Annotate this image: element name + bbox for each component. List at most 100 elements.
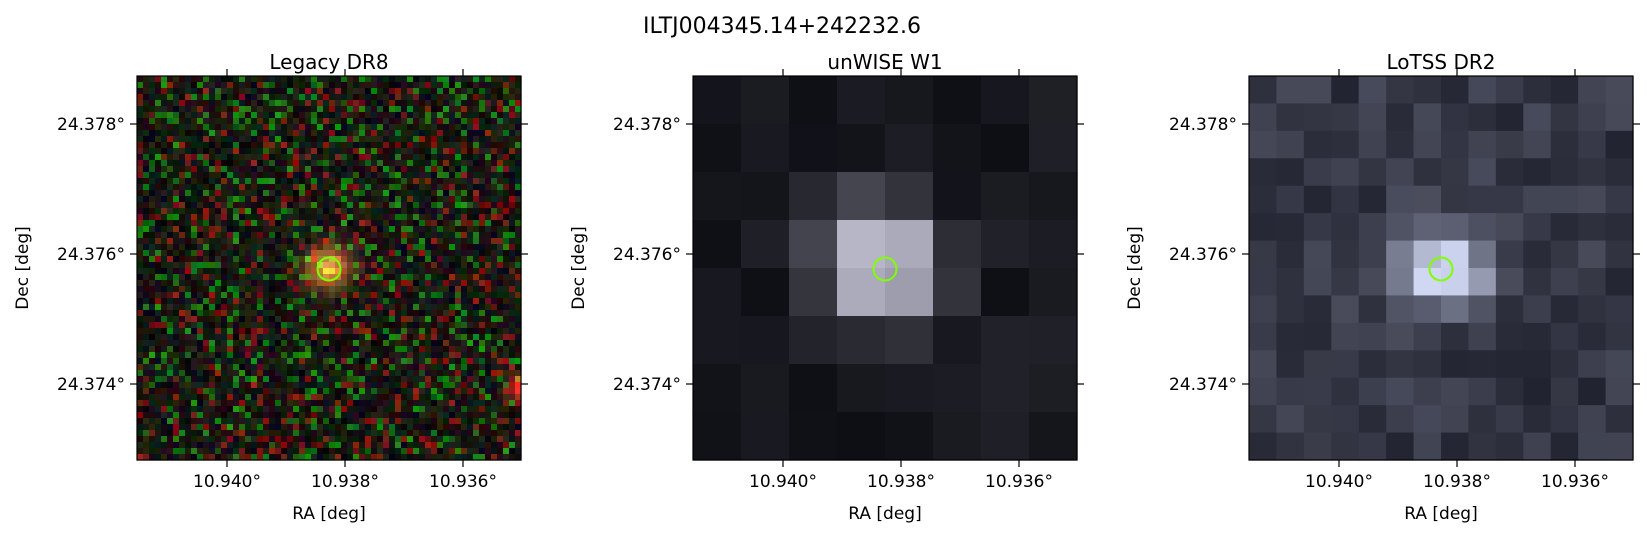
image-pixel <box>509 262 516 269</box>
image-pixel <box>167 130 174 137</box>
image-pixel <box>221 130 228 137</box>
image-pixel <box>215 130 222 137</box>
image-pixel <box>227 250 234 257</box>
image-pixel <box>413 118 420 125</box>
image-pixel <box>473 418 480 425</box>
image-pixel <box>221 238 228 245</box>
image-pixel <box>251 400 258 407</box>
image-pixel <box>1303 322 1332 351</box>
image-pixel <box>341 196 348 203</box>
image-pixel <box>485 220 492 227</box>
image-pixel <box>353 76 360 83</box>
image-pixel <box>485 100 492 107</box>
image-pixel <box>257 334 264 341</box>
image-pixel <box>335 154 342 161</box>
image-pixel <box>497 154 504 161</box>
image-pixel <box>161 208 168 215</box>
image-pixel <box>497 190 504 197</box>
image-pixel <box>455 160 462 167</box>
image-pixel <box>293 268 300 275</box>
image-pixel <box>227 334 234 341</box>
image-pixel <box>419 208 426 215</box>
image-pixel <box>741 316 790 365</box>
image-pixel <box>503 208 510 215</box>
image-pixel <box>275 274 282 281</box>
image-pixel <box>347 280 354 287</box>
image-pixel <box>137 364 144 371</box>
image-pixel <box>359 382 366 389</box>
image-pixel <box>185 448 192 455</box>
image-pixel <box>287 328 294 335</box>
image-pixel <box>311 226 318 233</box>
image-pixel <box>215 442 222 449</box>
image-pixel <box>359 82 366 89</box>
image-pixel <box>287 94 294 101</box>
image-pixel <box>1331 130 1360 159</box>
image-pixel <box>503 400 510 407</box>
image-pixel <box>245 436 252 443</box>
image-pixel <box>137 352 144 359</box>
image-pixel <box>203 436 210 443</box>
image-pixel <box>413 328 420 335</box>
image-pixel <box>485 112 492 119</box>
image-pixel <box>383 208 390 215</box>
image-pixel <box>509 340 516 347</box>
image-pixel <box>317 268 324 275</box>
image-pixel <box>233 208 240 215</box>
image-pixel <box>329 244 336 251</box>
image-pixel <box>1331 377 1360 406</box>
image-pixel <box>329 94 336 101</box>
image-pixel <box>317 82 324 89</box>
image-pixel <box>179 442 186 449</box>
image-pixel <box>449 334 456 341</box>
image-pixel <box>269 304 276 311</box>
image-pixel <box>347 148 354 155</box>
image-pixel <box>515 88 522 95</box>
image-pixel <box>377 190 384 197</box>
image-pixel <box>401 226 408 233</box>
image-pixel <box>789 364 838 413</box>
image-pixel <box>281 280 288 287</box>
image-pixel <box>281 316 288 323</box>
image-pixel <box>281 394 288 401</box>
image-pixel <box>161 286 168 293</box>
image-pixel <box>377 424 384 431</box>
image-pixel <box>143 370 150 377</box>
image-pixel <box>305 424 312 431</box>
image-pixel <box>233 424 240 431</box>
image-pixel <box>299 178 306 185</box>
image-pixel <box>383 178 390 185</box>
image-pixel <box>503 328 510 335</box>
image-pixel <box>359 166 366 173</box>
image-pixel <box>1550 295 1579 324</box>
image-pixel <box>173 322 180 329</box>
image-pixel <box>497 232 504 239</box>
image-pixel <box>371 298 378 305</box>
image-pixel <box>167 454 174 461</box>
image-pixel <box>221 76 228 83</box>
image-pixel <box>209 430 216 437</box>
image-pixel <box>1358 185 1387 214</box>
image-pixel <box>479 94 486 101</box>
image-pixel <box>203 256 210 263</box>
image-pixel <box>1605 432 1634 461</box>
image-pixel <box>389 436 396 443</box>
image-pixel <box>317 376 324 383</box>
image-pixel <box>359 118 366 125</box>
image-pixel <box>197 430 204 437</box>
image-pixel <box>335 178 342 185</box>
image-pixel <box>263 340 270 347</box>
image-pixel <box>281 436 288 443</box>
image-pixel <box>287 334 294 341</box>
image-pixel <box>143 364 150 371</box>
image-pixel <box>1441 268 1470 297</box>
image-pixel <box>1605 76 1634 105</box>
image-pixel <box>167 142 174 149</box>
image-pixel <box>203 340 210 347</box>
image-pixel <box>443 364 450 371</box>
image-pixel <box>269 244 276 251</box>
image-pixel <box>503 424 510 431</box>
image-pixel <box>449 256 456 263</box>
image-pixel <box>221 310 228 317</box>
image-pixel <box>437 280 444 287</box>
